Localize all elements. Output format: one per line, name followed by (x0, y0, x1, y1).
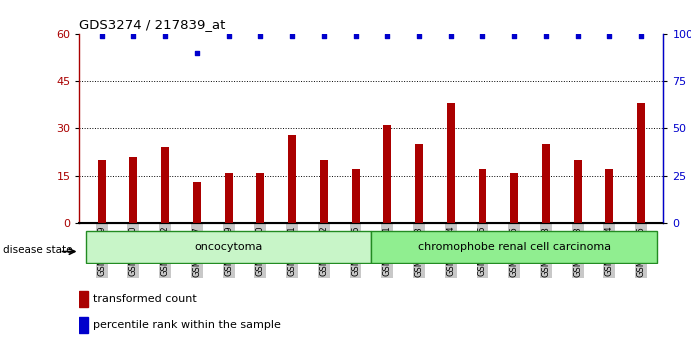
Point (604, 33, 615, 38)
Text: GDS3274 / 217839_at: GDS3274 / 217839_at (79, 18, 226, 31)
Text: transformed count: transformed count (93, 294, 196, 304)
Point (350, 33, 361, 38)
Bar (542, 144, 550, 223)
Bar (79, 317, 88, 333)
Point (445, 33, 456, 38)
Point (413, 33, 424, 38)
Point (477, 33, 488, 38)
Bar (225, 172, 233, 223)
Text: oncocytoma: oncocytoma (194, 242, 263, 252)
Bar (320, 160, 328, 223)
Bar (352, 169, 359, 223)
Point (128, 33, 139, 38)
Point (381, 33, 392, 38)
Bar (510, 172, 518, 223)
Point (287, 33, 298, 38)
FancyBboxPatch shape (86, 231, 372, 263)
Bar (193, 182, 201, 223)
Bar (256, 172, 265, 223)
Bar (415, 144, 423, 223)
Point (96, 33, 107, 38)
Point (191, 50, 202, 55)
Bar (574, 160, 582, 223)
Point (223, 33, 234, 38)
Point (636, 33, 647, 38)
Bar (637, 103, 645, 223)
Bar (447, 103, 455, 223)
Text: disease state: disease state (3, 245, 73, 255)
Bar (79, 291, 88, 307)
Bar (129, 157, 138, 223)
Bar (605, 169, 614, 223)
Bar (288, 135, 296, 223)
Bar (384, 125, 391, 223)
FancyBboxPatch shape (372, 231, 657, 263)
Point (255, 33, 266, 38)
Text: chromophobe renal cell carcinoma: chromophobe renal cell carcinoma (417, 242, 611, 252)
Point (319, 33, 330, 38)
Bar (161, 147, 169, 223)
Point (572, 33, 583, 38)
Bar (97, 160, 106, 223)
Point (160, 33, 171, 38)
Point (509, 33, 520, 38)
Bar (478, 169, 486, 223)
Text: percentile rank within the sample: percentile rank within the sample (93, 320, 281, 330)
Point (540, 33, 551, 38)
